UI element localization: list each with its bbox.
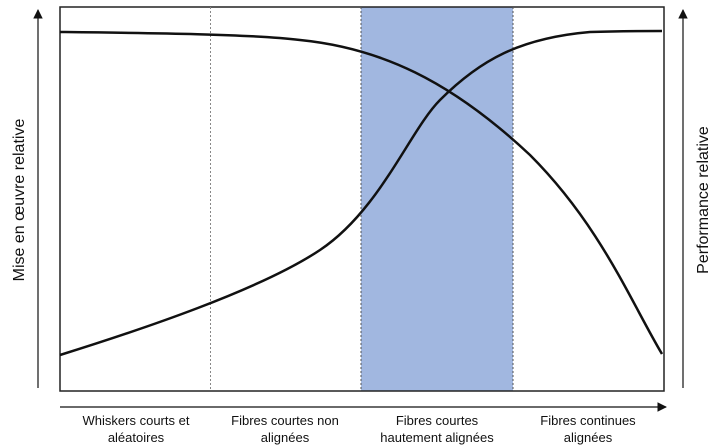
category-label-3: Fibres courtes hautement alignées xyxy=(380,413,494,445)
category-label-line: alignées xyxy=(564,430,613,445)
highlighted-region xyxy=(361,7,513,391)
category-label-line: Fibres courtes xyxy=(396,413,479,428)
category-label-line: hautement alignées xyxy=(380,430,494,445)
category-label-2: Fibres courtes non alignées xyxy=(231,413,339,445)
right-axis-label: Performance relative xyxy=(695,126,710,274)
category-label-4: Fibres continues alignées xyxy=(540,413,636,445)
category-label-line: Fibres continues xyxy=(540,413,636,428)
category-label-1: Whiskers courts et aléatoires xyxy=(83,413,190,445)
processing-curve xyxy=(59,30,664,355)
category-label-line: Fibres courtes non xyxy=(231,413,339,428)
plot-frame xyxy=(59,6,665,392)
category-label-line: Whiskers courts et xyxy=(83,413,190,428)
performance-curve xyxy=(59,29,663,357)
left-axis-label: Mise en œuvre relative xyxy=(11,119,28,282)
category-label-line: alignées xyxy=(261,430,310,445)
category-label-line: aléatoires xyxy=(108,430,165,445)
